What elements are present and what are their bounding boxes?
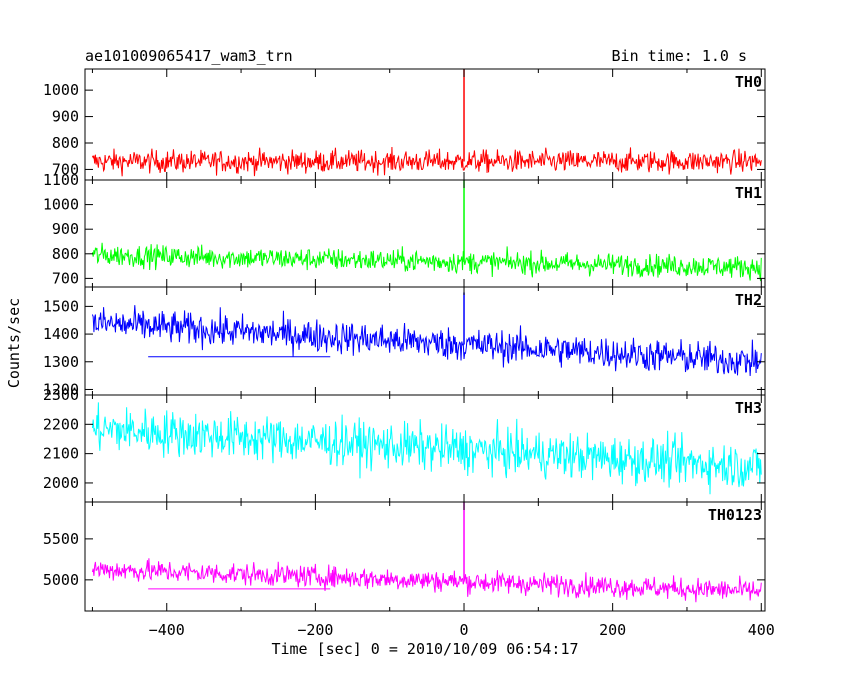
x-tick-label: 0 — [460, 621, 469, 639]
panel-label-th3: TH3 — [735, 399, 762, 417]
series-th1 — [91, 242, 762, 282]
y-tick-label: 2000 — [43, 474, 79, 492]
y-tick-label: 1500 — [43, 297, 79, 315]
y-tick-label: 700 — [52, 269, 79, 287]
y-tick-label: 2200 — [43, 415, 79, 433]
bin-time-label: Bin time: 1.0 s — [612, 47, 747, 65]
x-tick-label: −400 — [149, 621, 185, 639]
panel-th3: 2000 2100 2200 2300 TH3 — [43, 386, 766, 503]
y-tick-label: 800 — [52, 245, 79, 263]
x-tick-label: 400 — [748, 621, 775, 639]
y-tick-label: 5000 — [43, 571, 79, 589]
panel-label-th1: TH1 — [735, 184, 762, 202]
y-tick-label: 800 — [52, 134, 79, 152]
series-th2 — [91, 305, 762, 376]
chart-title: ae101009065417_wam3_trn — [85, 47, 293, 65]
y-tick-label: 700 — [52, 160, 79, 178]
y-tick-label: 1000 — [43, 196, 79, 214]
y-tick-label: 5500 — [43, 530, 79, 548]
panel-stack: 700 800 900 1000 TH0 700 800 900 1000 1100 TH1 1200… — [43, 68, 766, 612]
panel-th1: 700 800 900 1000 1100 TH1 — [43, 171, 766, 288]
y-tick-label: 1100 — [43, 171, 79, 189]
panel-label-th0: TH0 — [735, 73, 762, 91]
panel-label-th2: TH2 — [735, 291, 762, 309]
y-tick-label: 1200 — [43, 380, 79, 398]
panel-label-th0123: TH0123 — [708, 506, 762, 524]
panel-th2: 1200 1300 1400 1500 TH2 — [43, 286, 766, 398]
series-th0123 — [91, 558, 762, 603]
x-tick-label: −200 — [297, 621, 333, 639]
x-axis-title: Time [sec] 0 = 2010/10/09 06:54:17 — [271, 640, 578, 658]
y-tick-label: 1000 — [43, 81, 79, 99]
x-tick-label: 200 — [599, 621, 626, 639]
series-th3 — [91, 402, 762, 495]
y-tick-label: 2300 — [43, 386, 79, 404]
y-tick-label: 900 — [52, 220, 79, 238]
panel-th0123: 5000 5500 TH0123 — [43, 501, 766, 612]
panel-frame — [84, 179, 766, 288]
y-tick-label: 1300 — [43, 353, 79, 371]
y-axis-title: Counts/sec — [5, 298, 23, 388]
y-tick-label: 2100 — [43, 445, 79, 463]
panel-th0: 700 800 900 1000 TH0 — [43, 68, 766, 181]
y-tick-label: 1400 — [43, 325, 79, 343]
panel-frame — [84, 501, 766, 612]
series-th0 — [91, 147, 762, 177]
y-tick-label: 900 — [52, 108, 79, 126]
x-axis: −400 −200 0 200 400 — [149, 621, 775, 639]
